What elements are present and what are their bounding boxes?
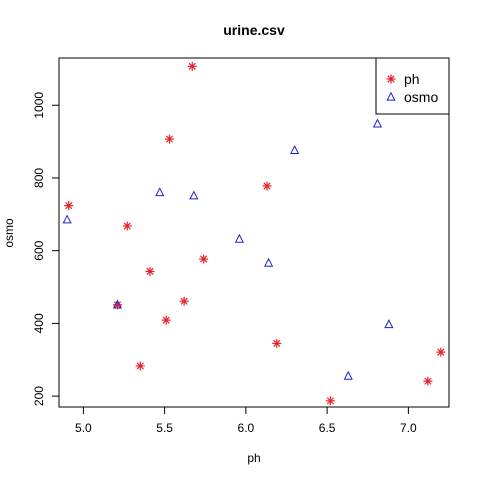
- osmo-point: [112, 299, 123, 309]
- asterisk-stroke: [146, 267, 154, 276]
- x-tick-label: 5.5: [156, 421, 173, 435]
- legend-marker-osmo: [386, 91, 396, 101]
- osmo-point: [234, 233, 244, 243]
- chart-title: urine.csv: [223, 22, 285, 38]
- osmo-point: [62, 214, 72, 224]
- legend-box: [375, 57, 450, 115]
- osmo-point: [155, 187, 165, 197]
- x-tick-label: 6.5: [319, 421, 336, 435]
- asterisk-stroke: [136, 362, 144, 370]
- legend-marker-ph: [386, 74, 396, 84]
- ph-point: [325, 396, 335, 406]
- osmo-point: [372, 118, 383, 128]
- asterisk-stroke: [162, 316, 170, 324]
- x-tick-label: 5.0: [75, 421, 92, 435]
- ph-point: [145, 266, 155, 276]
- asterisk-stroke: [437, 348, 445, 356]
- asterisk-stroke: [123, 222, 131, 230]
- asterisk-stroke: [424, 377, 432, 385]
- ph-point: [135, 361, 145, 371]
- asterisk-stroke: [263, 182, 271, 190]
- asterisk-stroke: [113, 301, 122, 309]
- ph-point: [165, 134, 174, 144]
- ph-point: [262, 181, 272, 191]
- ph-point: [122, 221, 132, 231]
- ph-point: [64, 201, 74, 211]
- ph-point: [272, 338, 282, 348]
- y-tick-label: 1000: [32, 92, 46, 119]
- ph-point: [187, 61, 197, 71]
- asterisk-stroke: [165, 135, 174, 143]
- legend-label-ph: ph: [404, 71, 420, 87]
- legend: ph osmo: [375, 57, 450, 115]
- asterisk-stroke: [387, 75, 395, 83]
- asterisk-stroke: [326, 397, 334, 405]
- osmo-point: [189, 190, 199, 200]
- y-tick-label: 600: [32, 240, 46, 260]
- osmo-point: [290, 145, 300, 154]
- legend-ph-symbol: [386, 74, 396, 84]
- osmo-point: [343, 370, 353, 380]
- asterisk-stroke: [65, 201, 73, 210]
- legend-label-osmo: osmo: [404, 89, 438, 105]
- x-axis: 5.0 5.5 6.0 6.5 7.0: [75, 406, 417, 435]
- asterisk-stroke: [273, 339, 281, 347]
- legend-osmo-symbol: [386, 91, 396, 101]
- ph-point: [161, 315, 171, 325]
- asterisk-stroke: [180, 297, 188, 305]
- ph-point: [436, 347, 446, 357]
- y-tick-label: 800: [32, 168, 46, 188]
- ph-point: [179, 296, 189, 306]
- asterisk-stroke: [200, 255, 208, 263]
- y-tick-label: 400: [32, 313, 46, 333]
- x-axis-label: ph: [247, 451, 260, 465]
- y-axis: 200 400 600 800 1000: [32, 92, 60, 406]
- osmo-point: [384, 319, 394, 329]
- data-points: [62, 61, 446, 406]
- ph-point: [423, 376, 433, 386]
- y-axis-label: osmo: [2, 218, 16, 248]
- x-tick-label: 7.0: [400, 421, 417, 435]
- ph-point: [199, 254, 209, 264]
- x-tick-label: 6.0: [238, 421, 255, 435]
- asterisk-stroke: [188, 62, 196, 70]
- osmo-point: [264, 257, 274, 267]
- y-tick-label: 200: [32, 386, 46, 406]
